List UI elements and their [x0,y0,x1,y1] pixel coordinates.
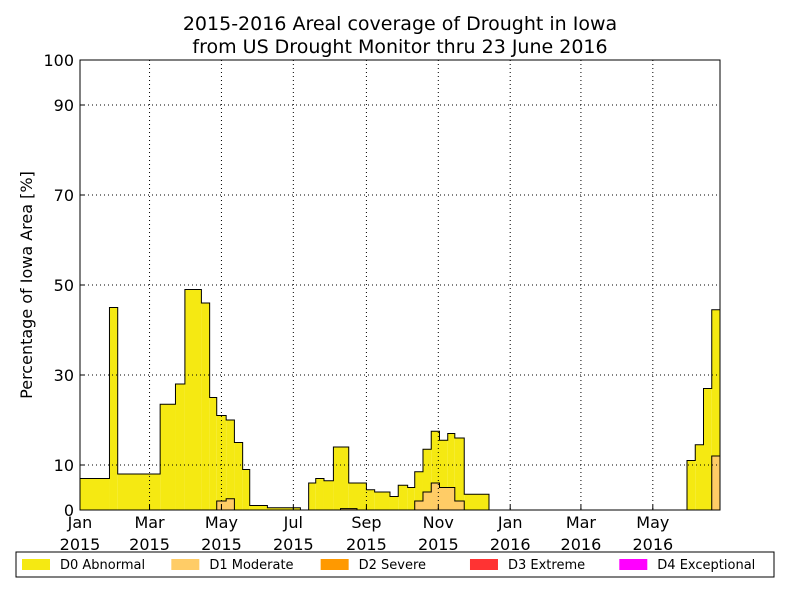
step-bar [464,494,489,510]
step-bar [117,474,161,510]
step-bar [160,404,176,510]
step-bar [333,447,349,510]
step-bar [184,289,202,510]
step-bar [454,501,465,510]
step-bar [439,487,455,510]
step-bar [686,460,696,510]
legend-label: D1 Moderate [209,558,293,573]
step-bar [340,508,357,510]
step-bar [447,433,455,510]
step-bar [422,449,432,510]
step-bar [234,442,243,510]
step-bar [209,397,217,510]
y-axis-label: Percentage of Iowa Area [%] [17,171,36,399]
legend-label: D4 Exceptional [657,558,755,573]
step-outline [80,455,721,511]
step-bar [226,420,235,510]
step-bar [366,489,375,510]
step-bar [175,384,185,510]
legend-label: D3 Extreme [508,558,585,573]
step-bar [407,487,415,510]
y-tick-label: 90 [54,96,74,115]
step-bar [226,498,235,510]
step-bar [201,303,210,510]
step-bar [323,480,334,510]
legend-swatch [619,559,648,570]
x-tick-label: May 2015 [201,513,242,554]
step-bar [414,501,423,510]
step-bar [711,309,720,510]
legend-swatch [320,559,349,570]
step-bar [242,469,250,510]
y-tick-label: 100 [43,51,74,70]
step-bar [414,471,423,510]
step-bar [454,438,465,510]
x-tick-label: Mar 2016 [560,513,602,554]
x-tick-label: Jan 2015 [59,513,101,554]
step-outline [79,289,721,511]
step-bar [80,478,110,510]
y-tick-label: 50 [54,276,74,295]
legend-swatch [22,559,50,570]
x-tick-label: Mar 2015 [129,513,170,554]
y-tick-label: 10 [54,456,74,475]
x-tick-label: Nov 2015 [417,513,459,554]
step-bar [109,307,118,510]
plot-frame [79,59,721,511]
step-bar [431,431,440,510]
x-tick-label: Jul 2015 [272,513,314,554]
legend-swatch [469,559,498,570]
y-tick-label: 70 [54,186,74,205]
x-tick-label: Sep 2015 [346,513,387,554]
step-bar [216,415,227,510]
step-bar [315,478,324,510]
series-area [80,289,720,510]
step-bar [267,507,301,510]
step-bar [711,456,720,510]
series-area [216,456,720,510]
step-bar [703,388,712,510]
y-tick-label: 0 [64,501,74,520]
step-bar [308,483,316,510]
legend-label: D0 Abnormal [60,558,145,573]
step-bar [374,492,390,510]
step-bar [348,483,367,510]
step-bar [249,505,268,510]
step-bar [695,444,704,510]
step-bar [398,485,408,510]
chart-subtitle: from US Drought Monitor thru 23 June 201… [192,36,607,58]
y-tick-label: 30 [54,366,74,385]
chart-title: 2015-2016 Areal coverage of Drought in I… [183,13,617,35]
step-bar [422,492,432,510]
legend-label: D2 Severe [359,558,426,573]
legend-box [15,551,775,578]
legend-swatch [171,559,200,570]
step-bar [431,483,440,510]
step-bar [389,496,399,510]
x-tick-label: Jan 2016 [489,513,531,554]
x-tick-label: May 2016 [632,513,674,554]
step-bar [439,440,448,510]
